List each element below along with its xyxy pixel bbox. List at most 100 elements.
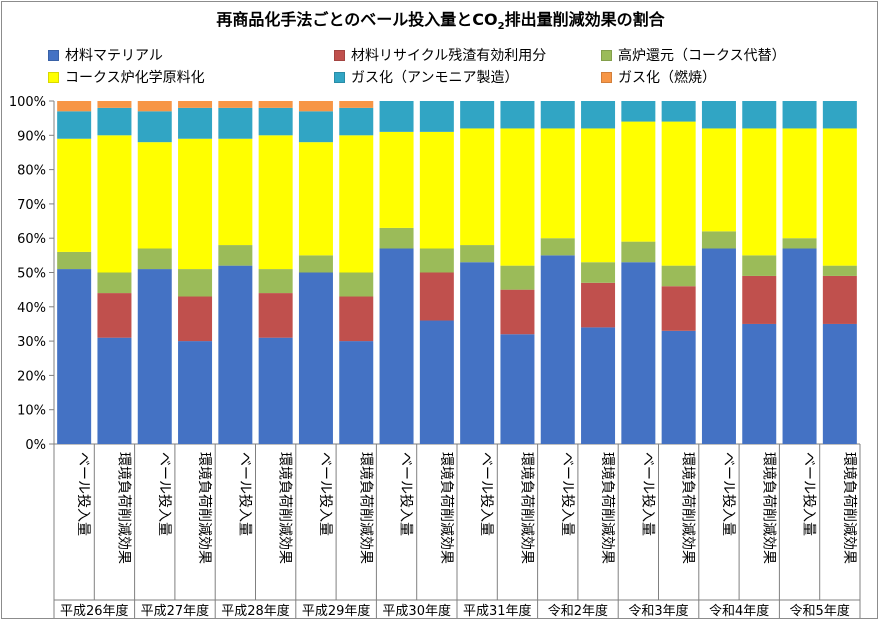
y-tick-label: 90%	[17, 129, 46, 144]
x-group-label: 平成26年度	[60, 603, 129, 619]
bar-segment	[661, 121, 696, 266]
bar-segment	[782, 238, 817, 249]
bar-segment	[460, 245, 495, 263]
bar-segment	[460, 101, 495, 129]
bar-segment	[621, 241, 656, 263]
x-category-label: 環境負荷削減効果	[277, 452, 294, 564]
bar-segment	[581, 327, 616, 444]
bar-segment	[460, 262, 495, 444]
legend-label: 材料マテリアル	[65, 48, 163, 64]
legend-item-gasification-ammonia: ガス化（アンモニア製造）	[334, 68, 518, 86]
x-category-label: ベール投入量	[156, 452, 172, 536]
bar-segment	[742, 101, 777, 129]
x-category-label: ベール投入量	[801, 452, 817, 536]
legend-swatch	[48, 49, 59, 61]
bar-segment	[339, 107, 374, 136]
bar-segment	[218, 101, 253, 108]
y-tick-label: 40%	[17, 301, 46, 316]
bar-segment	[57, 138, 92, 252]
y-tick-label: 80%	[17, 164, 46, 179]
bar-segment	[379, 101, 414, 132]
bar-segment	[97, 135, 132, 273]
y-tick-label: 10%	[17, 404, 46, 419]
x-group-label: 令和5年度	[790, 603, 850, 619]
y-tick-label: 20%	[17, 369, 46, 384]
legend-item-residue: 材料リサイクル残渣有効利用分	[334, 46, 546, 64]
x-category-label: ベール投入量	[236, 452, 252, 536]
bar-segment	[258, 107, 293, 136]
bar-segment	[218, 138, 253, 246]
bar-segment	[460, 128, 495, 246]
bar-segment	[782, 128, 817, 239]
bar-segment	[178, 296, 213, 342]
bar-segment	[339, 135, 374, 273]
x-group-label: 令和2年度	[548, 603, 608, 619]
bar-segment	[419, 101, 454, 132]
bar-segment	[218, 107, 253, 139]
x-group-label: 平成30年度	[382, 603, 451, 619]
bar-segment	[661, 286, 696, 331]
bar-segment	[540, 238, 575, 256]
bar-segment	[298, 272, 333, 444]
bar-segment	[339, 341, 374, 444]
bar-segment	[822, 128, 857, 266]
bar-segment	[258, 135, 293, 270]
x-group-label: 平成29年度	[302, 603, 371, 619]
bar-segment	[298, 101, 333, 112]
bar-segment	[298, 111, 333, 143]
bar-segment	[701, 231, 736, 249]
bar-segment	[782, 101, 817, 129]
bar-segment	[298, 255, 333, 273]
bar-segment	[379, 248, 414, 444]
bar-segment	[822, 323, 857, 444]
bar-segment	[500, 334, 535, 444]
bar-segment	[500, 289, 535, 335]
bar-segment	[661, 330, 696, 444]
bar-segment	[57, 251, 92, 270]
legend-swatch	[48, 71, 59, 83]
legend-item-blast-furnace: 高炉還元（コークス代替）	[601, 46, 786, 64]
legend-label: ガス化（燃焼）	[618, 70, 716, 86]
y-tick-label: 30%	[17, 335, 46, 350]
legend-label: コークス炉化学原料化	[65, 70, 205, 86]
bar-segment	[540, 255, 575, 444]
bar-segment	[258, 101, 293, 108]
bar-segment	[178, 269, 213, 297]
legend-label: 高炉還元（コークス代替）	[618, 48, 786, 64]
chart-title-main: 再商品化手法ごとのベール投入量とCO	[216, 10, 498, 29]
bar-segment	[258, 337, 293, 444]
bar-segment	[178, 138, 213, 270]
bar-segment	[581, 101, 616, 129]
x-category-label: ベール投入量	[559, 452, 575, 536]
x-category-label: 環境負荷削減効果	[438, 452, 455, 564]
x-category-label: 環境負荷削減効果	[115, 452, 132, 564]
bar-segment	[137, 142, 172, 249]
bar-segment	[97, 101, 132, 108]
bar-segment	[500, 265, 535, 290]
bar-segment	[258, 269, 293, 294]
x-category-label: ベール投入量	[478, 452, 494, 536]
y-tick-label: 60%	[17, 232, 46, 247]
bar-segment	[137, 269, 172, 444]
x-category-label: 環境負荷削減効果	[196, 452, 213, 564]
bar-segment	[178, 101, 213, 108]
bar-segment	[661, 101, 696, 122]
bar-segment	[621, 101, 656, 122]
bar-segment	[339, 101, 374, 108]
bar-segment	[500, 128, 535, 266]
bar-segment	[701, 128, 736, 232]
x-group-label: 令和4年度	[709, 603, 769, 619]
x-group-label: 平成28年度	[221, 603, 290, 619]
x-group-label: 平成27年度	[141, 603, 210, 619]
legend-label: ガス化（アンモニア製造）	[351, 70, 519, 86]
bar-segment	[419, 320, 454, 444]
bar-segment	[339, 296, 374, 342]
bar-segment	[97, 337, 132, 444]
bar-segment	[97, 272, 132, 294]
bar-segment	[57, 101, 92, 112]
bar-segment	[298, 142, 333, 256]
bar-segment	[137, 111, 172, 143]
bar-segment	[218, 245, 253, 266]
x-category-label: 環境負荷削減効果	[357, 452, 374, 564]
